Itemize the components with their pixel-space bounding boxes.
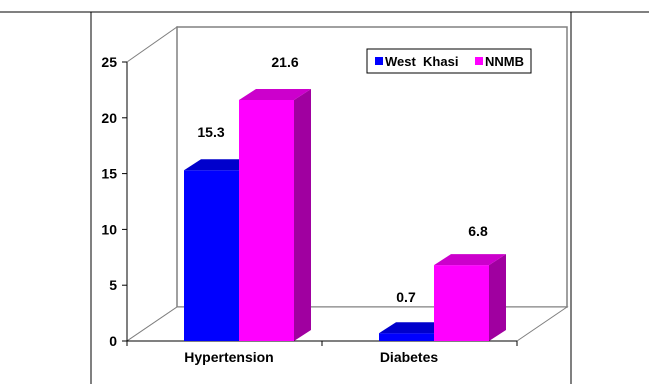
bar-nnmb-hypertension: [239, 88, 311, 341]
y-tick-label: 20: [101, 110, 117, 126]
side-wall: [126, 26, 178, 342]
y-tick-label: 10: [101, 221, 117, 237]
bars-group: [184, 88, 506, 341]
bar-front: [434, 265, 489, 341]
x-tick-label-hypertension: Hypertension: [184, 349, 273, 365]
data-label-nnmb-diabetes: 6.8: [468, 223, 488, 239]
bar-top: [239, 88, 311, 100]
bar-front: [184, 170, 239, 341]
bar-side: [489, 254, 506, 341]
y-tick-label: 5: [109, 277, 117, 293]
y-axis-ticks: 0 5 10 15 20 25: [101, 54, 127, 349]
legend-label-nnmb: NNMB: [485, 54, 524, 69]
data-label-west-khasi-hypertension: 15.3: [197, 124, 224, 140]
bar-top: [379, 322, 451, 334]
y-tick-label: 15: [101, 166, 117, 182]
x-tick-label-diabetes: Diabetes: [380, 349, 439, 365]
bar-front: [379, 333, 434, 341]
y-tick-label: 25: [101, 54, 117, 70]
legend: West Khasi NNMB: [366, 48, 532, 74]
y-tick-label: 0: [109, 333, 117, 349]
legend-swatch-west-khasi: [375, 57, 383, 65]
legend-swatch-nnmb: [475, 57, 483, 65]
bar-top: [434, 254, 506, 266]
data-label-west-khasi-diabetes: 0.7: [396, 289, 416, 305]
legend-label-west-khasi: West Khasi: [385, 54, 458, 69]
data-label-nnmb-hypertension: 21.6: [271, 54, 298, 70]
bar-side: [294, 88, 311, 341]
legend-box: [366, 48, 532, 74]
bar-top: [184, 159, 256, 171]
bar-nnmb-diabetes: [434, 254, 506, 341]
bar-front: [239, 99, 294, 341]
